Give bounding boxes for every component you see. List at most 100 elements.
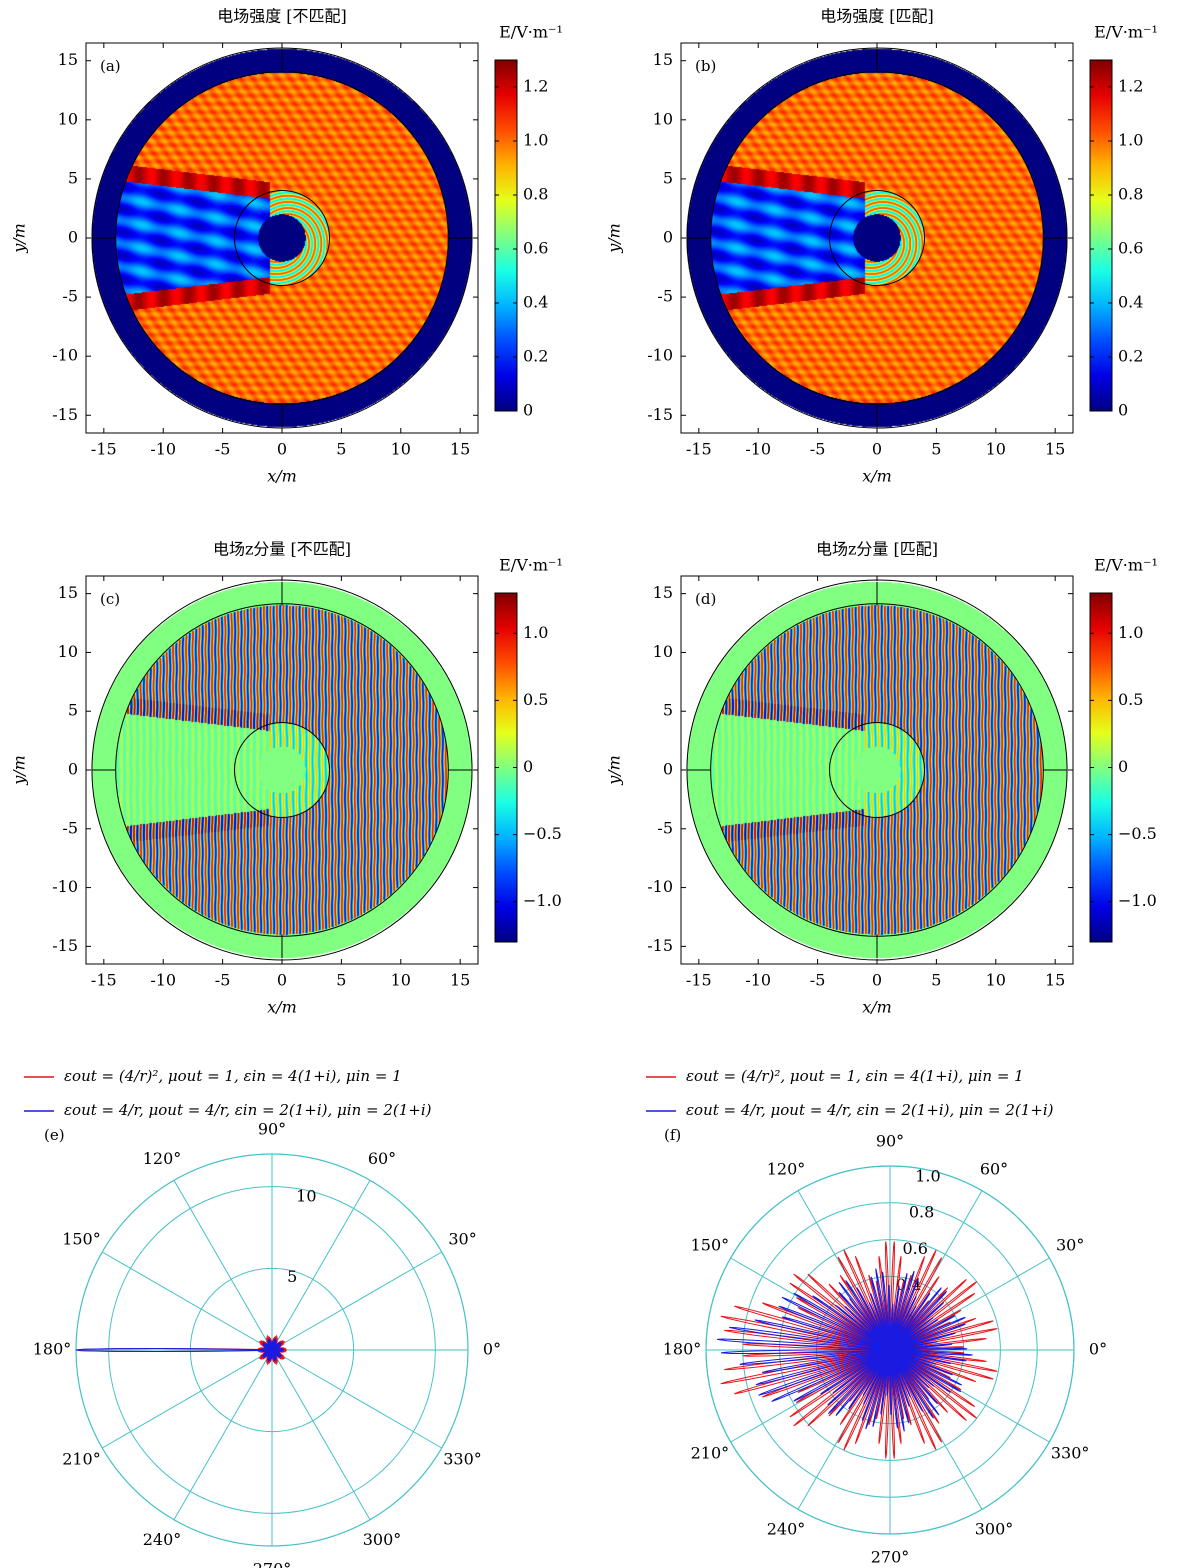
panel-label: (c) xyxy=(100,590,120,608)
panel-label: (d) xyxy=(695,590,716,608)
x-tick-label: 15 xyxy=(450,971,470,990)
y-axis-label: y/m xyxy=(10,755,29,786)
field-map xyxy=(681,43,1073,433)
colorbar-tick-label: −1.0 xyxy=(523,891,562,910)
colorbar xyxy=(1089,59,1113,412)
colorbar-tick-label: 0 xyxy=(523,757,533,776)
angle-label: 120° xyxy=(143,1149,182,1168)
r-tick-label: 5 xyxy=(287,1267,297,1286)
angle-label: 330° xyxy=(443,1450,482,1469)
panel-label: (e) xyxy=(44,1126,65,1144)
angle-label: 150° xyxy=(62,1230,101,1249)
colorbar-tick-label: 0.6 xyxy=(1118,239,1143,258)
y-tick-label: -5 xyxy=(62,287,78,306)
angle-label: 270° xyxy=(871,1548,910,1567)
x-axis-label: x/m xyxy=(267,467,297,486)
y-tick-label: 0 xyxy=(663,760,673,779)
colorbar-tick-label: 0.2 xyxy=(1118,347,1143,366)
x-tick-label: -10 xyxy=(745,440,771,459)
angle-label: 60° xyxy=(980,1159,1008,1178)
x-tick-label: -10 xyxy=(745,971,771,990)
y-tick-label: 15 xyxy=(653,583,673,602)
legend-label: εout = (4/r)², μout = 1, εin = 4(1+i), μ… xyxy=(64,1067,402,1085)
y-tick-label: -10 xyxy=(647,346,673,365)
x-tick-label: -15 xyxy=(91,440,117,459)
y-tick-label: 10 xyxy=(653,642,673,661)
panel-label: (f) xyxy=(664,1126,681,1144)
x-tick-label: -5 xyxy=(810,971,826,990)
colorbar-tick-label: 0 xyxy=(523,401,533,420)
y-tick-label: -15 xyxy=(52,936,78,955)
panel-label: (a) xyxy=(100,57,121,75)
x-tick-label: 10 xyxy=(986,971,1006,990)
x-tick-label: -10 xyxy=(150,440,176,459)
panel-title: 电场z分量 [匹配] xyxy=(816,540,938,559)
panel-title: 电场z分量 [不匹配] xyxy=(213,540,351,559)
colorbar-label: E/V·m⁻¹ xyxy=(1094,23,1158,42)
colorbar-tick-label: 1.0 xyxy=(1118,131,1143,150)
x-tick-label: -15 xyxy=(686,971,712,990)
r-tick-label: 10 xyxy=(296,1187,316,1206)
colorbar-tick-label: 0.6 xyxy=(523,239,548,258)
angle-label: 90° xyxy=(876,1132,904,1151)
colorbar-tick-label: 1.2 xyxy=(1118,77,1143,96)
angle-label: 120° xyxy=(767,1159,806,1178)
y-tick-label: -5 xyxy=(657,818,673,837)
polar-panel-e: εout = (4/r)², μout = 1, εin = 4(1+i), μ… xyxy=(24,1067,501,1568)
colorbar-tick-label: 0.4 xyxy=(523,293,548,312)
field-map xyxy=(86,43,478,433)
angle-label: 30° xyxy=(448,1230,476,1249)
angle-label: 150° xyxy=(691,1236,730,1255)
legend-label: εout = 4/r, μout = 4/r, εin = 2(1+i), μi… xyxy=(686,1101,1054,1119)
x-tick-label: 5 xyxy=(336,440,346,459)
y-tick-label: -10 xyxy=(52,346,78,365)
y-axis-label: y/m xyxy=(10,223,29,254)
x-tick-label: 0 xyxy=(872,440,882,459)
y-tick-label: 15 xyxy=(58,583,78,602)
y-tick-label: -5 xyxy=(657,287,673,306)
cloak-boundary xyxy=(828,189,926,287)
x-tick-label: 10 xyxy=(391,971,411,990)
y-tick-label: -15 xyxy=(647,405,673,424)
y-tick-label: -5 xyxy=(62,818,78,837)
polar-spoke xyxy=(173,1180,273,1351)
y-axis-label: y/m xyxy=(605,755,624,786)
colorbar-tick-label: 0.5 xyxy=(1118,690,1143,709)
x-tick-label: -5 xyxy=(215,971,231,990)
angle-label: 0° xyxy=(1089,1340,1107,1359)
angle-label: 210° xyxy=(62,1450,101,1469)
angle-label: 240° xyxy=(767,1520,806,1539)
field-map xyxy=(86,576,478,964)
polar-spoke xyxy=(271,1349,442,1449)
y-tick-label: 5 xyxy=(663,168,673,187)
colorbar xyxy=(494,59,518,412)
angle-label: 30° xyxy=(1056,1236,1084,1255)
x-tick-label: 5 xyxy=(336,971,346,990)
r-tick-label: 0.6 xyxy=(902,1239,927,1258)
y-tick-label: 5 xyxy=(663,701,673,720)
x-tick-label: 5 xyxy=(931,440,941,459)
y-axis-label: y/m xyxy=(605,223,624,254)
x-tick-label: -15 xyxy=(91,971,117,990)
y-tick-label: 5 xyxy=(68,168,78,187)
x-tick-label: 15 xyxy=(1045,971,1065,990)
field-map xyxy=(681,576,1073,964)
cloak-boundary xyxy=(233,721,331,819)
y-tick-label: -15 xyxy=(647,936,673,955)
y-tick-label: 10 xyxy=(58,642,78,661)
polar-spoke xyxy=(102,1251,273,1351)
angle-label: 300° xyxy=(363,1530,402,1549)
panel-label: (b) xyxy=(695,57,716,75)
colorbar-tick-label: 0 xyxy=(1118,401,1128,420)
polar-panel-f: εout = (4/r)², μout = 1, εin = 4(1+i), μ… xyxy=(646,1067,1107,1567)
polar-spoke xyxy=(271,1251,442,1351)
x-tick-label: 0 xyxy=(277,440,287,459)
r-tick-label: 0.8 xyxy=(909,1203,934,1222)
colorbar-tick-label: 0 xyxy=(1118,757,1128,776)
angle-label: 270° xyxy=(253,1560,292,1568)
angle-label: 180° xyxy=(33,1340,72,1359)
legend-label: εout = (4/r)², μout = 1, εin = 4(1+i), μ… xyxy=(686,1067,1024,1085)
cloak-boundary xyxy=(233,189,331,287)
angle-label: 300° xyxy=(975,1520,1014,1539)
